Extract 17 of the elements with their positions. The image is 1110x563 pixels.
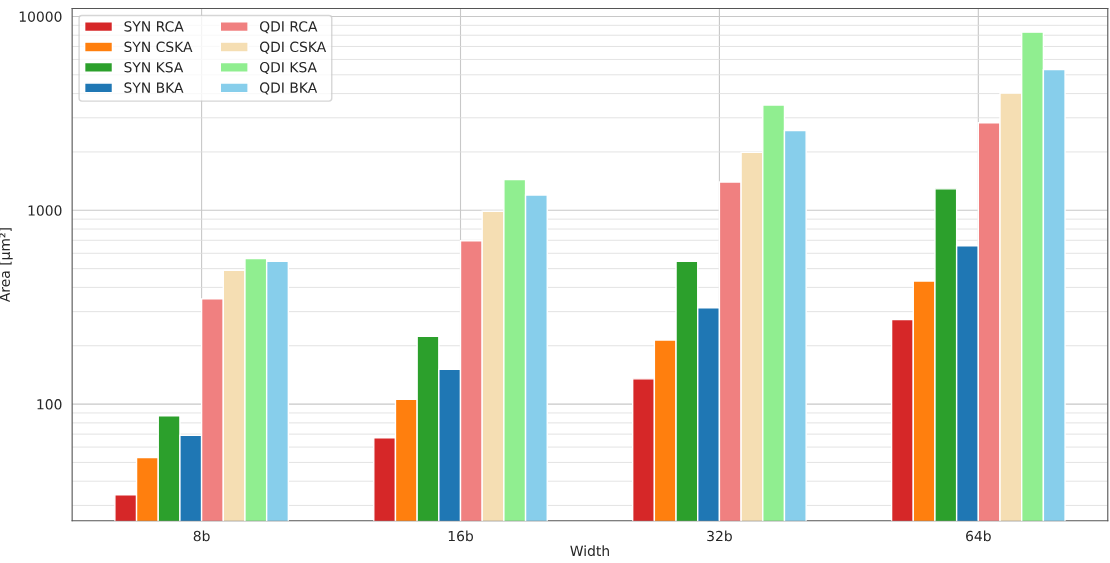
x-tick-label: 64b: [966, 530, 991, 542]
legend-label: SYN KSA: [124, 61, 184, 73]
x-axis-title: Width: [570, 545, 609, 557]
x-tick-label: 32b: [707, 530, 732, 542]
legend-label: QDI CSKA: [259, 41, 327, 54]
x-tick-label: 16b: [448, 530, 473, 542]
y-tick-label: 1000: [28, 205, 62, 216]
legend-label: QDI BKA: [259, 82, 318, 95]
y-axis-title: Area [µm²]: [0, 228, 13, 303]
legend-label: SYN CSKA: [124, 41, 193, 53]
x-tick-label: 8b: [193, 530, 210, 542]
legend-label: QDI RCA: [259, 21, 318, 34]
y-tick-label: 100: [37, 399, 62, 410]
legend-label: QDI KSA: [259, 61, 317, 75]
legend-label: SYN BKA: [124, 82, 184, 93]
y-tick-label: 10000: [19, 11, 62, 22]
legend-label: SYN RCA: [124, 21, 184, 32]
